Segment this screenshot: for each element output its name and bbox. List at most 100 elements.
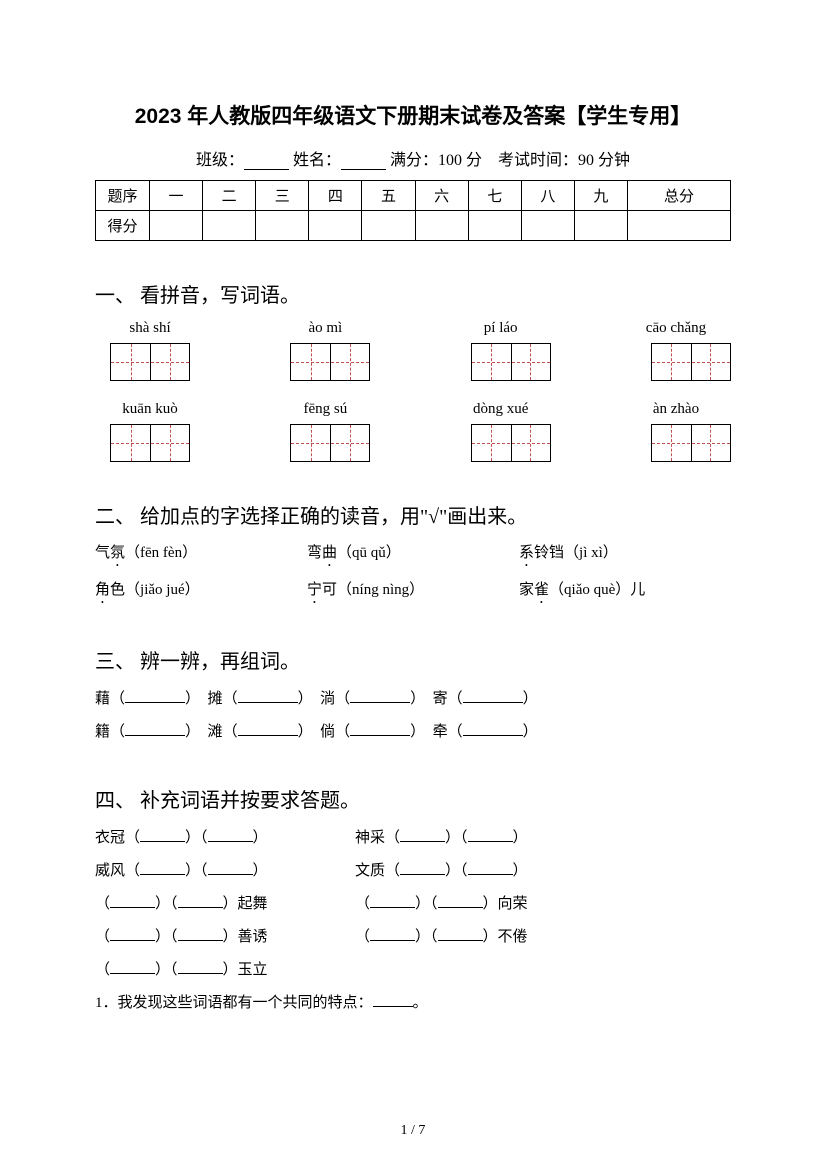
pinyin-label: cāo chǎng [621, 320, 731, 337]
score-cell[interactable] [468, 211, 521, 241]
score-label-cell: 得分 [96, 211, 150, 241]
fullscore-value: 100 分 [438, 152, 482, 169]
q2-item: 弯曲（qū qǔ） [307, 541, 519, 570]
answer-blank[interactable] [140, 828, 185, 842]
q3-row: 籍（） 滩（） 倘（） 牵（） [95, 719, 731, 746]
score-cell[interactable] [362, 211, 415, 241]
table-row: 题序 一 二 三 四 五 六 七 八 九 总分 [96, 181, 731, 211]
pinyin-label: pí láo [446, 320, 556, 337]
score-cell[interactable] [150, 211, 203, 241]
pinyin-label: dòng xué [446, 401, 556, 418]
header-cell: 二 [203, 181, 256, 211]
score-cell[interactable] [256, 211, 309, 241]
pinyin-label: fēng sú [270, 401, 380, 418]
header-cell: 九 [574, 181, 627, 211]
answer-blank[interactable] [208, 828, 253, 842]
q2-row: 角色（jiǎo jué） 宁可（níng nìng） 家雀（qiǎo què）儿 [95, 578, 731, 607]
answer-blank[interactable] [370, 894, 415, 908]
char-input-box[interactable] [110, 343, 190, 381]
score-cell[interactable] [627, 211, 730, 241]
answer-blank[interactable] [110, 927, 155, 941]
answer-blank[interactable] [373, 993, 413, 1007]
header-cell: 总分 [627, 181, 730, 211]
time-label: 考试时间： [498, 152, 578, 169]
q4-row: （）（）玉立 [95, 957, 731, 984]
answer-blank[interactable] [125, 689, 185, 703]
char-boxes-row [95, 424, 731, 462]
page-number: 1 / 7 [0, 1123, 826, 1139]
answer-blank[interactable] [350, 722, 410, 736]
char-input-box[interactable] [290, 424, 370, 462]
answer-blank[interactable] [468, 861, 513, 875]
answer-blank[interactable] [238, 689, 298, 703]
answer-blank[interactable] [438, 927, 483, 941]
pinyin-row: shà shí ào mì pí láo cāo chǎng [95, 320, 731, 337]
answer-blank[interactable] [140, 861, 185, 875]
q4-row: 衣冠（）（） 神采（）（） [95, 825, 731, 852]
time-value: 90 分钟 [578, 152, 630, 169]
char-input-box[interactable] [471, 343, 551, 381]
header-cell: 一 [150, 181, 203, 211]
header-cell: 三 [256, 181, 309, 211]
name-label: 姓名： [293, 152, 341, 169]
char-input-box[interactable] [471, 424, 551, 462]
q4-title: 四、 补充词语并按要求答题。 [95, 784, 731, 813]
header-cell: 六 [415, 181, 468, 211]
score-cell[interactable] [203, 211, 256, 241]
header-cell: 题序 [96, 181, 150, 211]
class-blank[interactable] [244, 154, 289, 170]
pinyin-label: àn zhào [621, 401, 731, 418]
answer-blank[interactable] [178, 894, 223, 908]
answer-blank[interactable] [400, 828, 445, 842]
answer-blank[interactable] [400, 861, 445, 875]
q2-title: 二、 给加点的字选择正确的读音，用"√"画出来。 [95, 500, 731, 529]
answer-blank[interactable] [110, 960, 155, 974]
answer-blank[interactable] [110, 894, 155, 908]
name-blank[interactable] [341, 154, 386, 170]
header-cell: 七 [468, 181, 521, 211]
q4-row: 威风（）（） 文质（）（） [95, 858, 731, 885]
char-input-box[interactable] [110, 424, 190, 462]
answer-blank[interactable] [438, 894, 483, 908]
char-input-box[interactable] [290, 343, 370, 381]
answer-blank[interactable] [350, 689, 410, 703]
score-cell[interactable] [574, 211, 627, 241]
char-input-box[interactable] [651, 343, 731, 381]
q2-item: 系铃铛（jì xì） [519, 541, 731, 570]
answer-blank[interactable] [125, 722, 185, 736]
q2-item: 气氛（fēn fèn） [95, 541, 307, 570]
answer-blank[interactable] [178, 960, 223, 974]
answer-blank[interactable] [468, 828, 513, 842]
score-cell[interactable] [521, 211, 574, 241]
q2-item: 家雀（qiǎo què）儿 [519, 578, 731, 607]
answer-blank[interactable] [370, 927, 415, 941]
table-row: 得分 [96, 211, 731, 241]
answer-blank[interactable] [178, 927, 223, 941]
q2-row: 气氛（fēn fèn） 弯曲（qū qǔ） 系铃铛（jì xì） [95, 541, 731, 570]
char-input-box[interactable] [651, 424, 731, 462]
pinyin-label: kuān kuò [95, 401, 205, 418]
score-cell[interactable] [415, 211, 468, 241]
answer-blank[interactable] [208, 861, 253, 875]
q3-title: 三、 辨一辨，再组词。 [95, 645, 731, 674]
pinyin-label: shà shí [95, 320, 205, 337]
answer-blank[interactable] [238, 722, 298, 736]
header-cell: 五 [362, 181, 415, 211]
q4-question1: 1．我发现这些词语都有一个共同的特点：。 [95, 990, 731, 1017]
q3-row: 藉（） 摊（） 淌（） 寄（） [95, 686, 731, 713]
header-cell: 八 [521, 181, 574, 211]
q1-title: 一、 看拼音，写词语。 [95, 279, 731, 308]
answer-blank[interactable] [463, 722, 523, 736]
class-label: 班级： [196, 152, 244, 169]
doc-title: 2023 年人教版四年级语文下册期末试卷及答案【学生专用】 [95, 100, 731, 130]
answer-blank[interactable] [463, 689, 523, 703]
score-cell[interactable] [309, 211, 362, 241]
header-cell: 四 [309, 181, 362, 211]
pinyin-row: kuān kuò fēng sú dòng xué àn zhào [95, 401, 731, 418]
score-table: 题序 一 二 三 四 五 六 七 八 九 总分 得分 [95, 180, 731, 241]
q2-item: 角色（jiǎo jué） [95, 578, 307, 607]
char-boxes-row [95, 343, 731, 381]
q2-item: 宁可（níng nìng） [307, 578, 519, 607]
q4-row: （）（）起舞 （）（）向荣 [95, 891, 731, 918]
fullscore-label: 满分： [390, 152, 438, 169]
